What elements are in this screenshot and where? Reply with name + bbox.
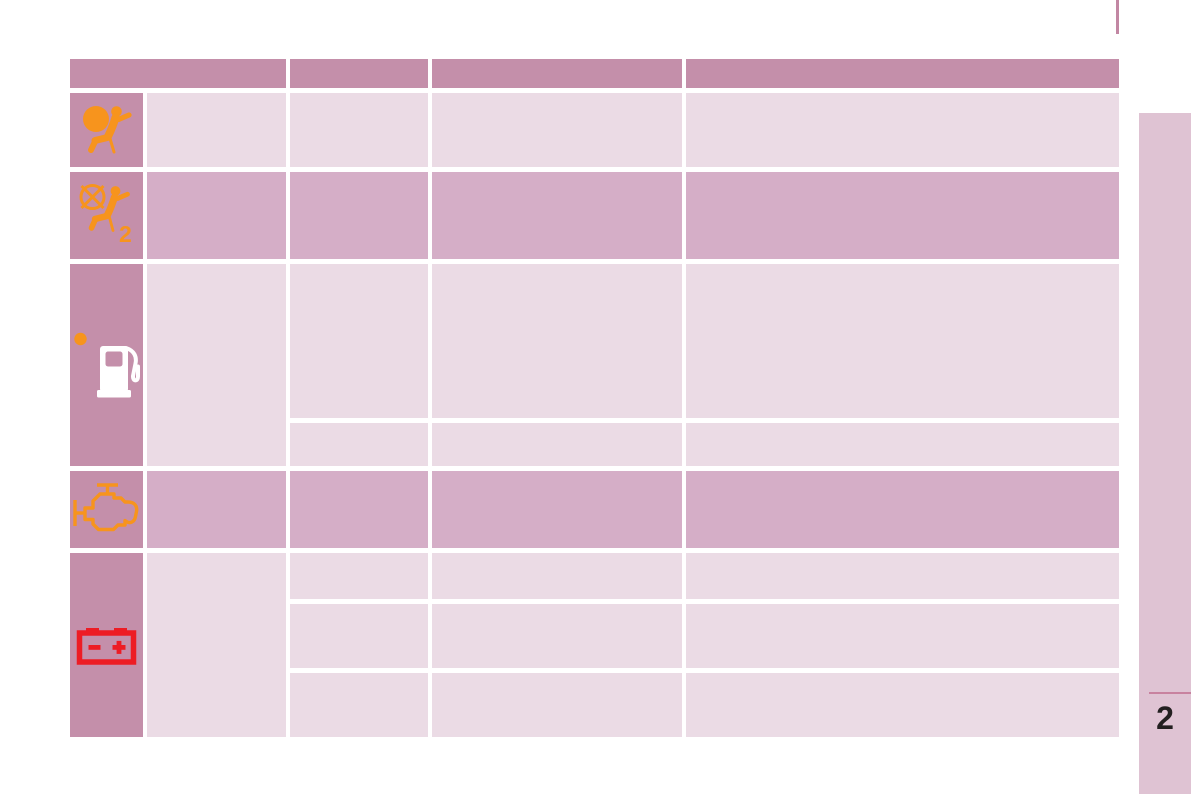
fuel-low-level-warning-icon — [73, 332, 140, 398]
section-tab-rule — [1149, 692, 1191, 694]
table-cell — [432, 553, 682, 599]
table-cell — [432, 93, 682, 167]
table-cell — [686, 93, 1119, 167]
table-cell — [432, 471, 682, 548]
engine-autodiagnostic-warning-icon — [73, 482, 139, 531]
header-cell — [432, 59, 682, 88]
battery-charge-warning-icon — [76, 627, 137, 665]
airbag-warning-icon — [82, 106, 132, 154]
table-cell — [290, 553, 428, 599]
header-cell — [686, 59, 1119, 88]
lamp-cell-battery — [70, 553, 143, 737]
table-cell — [432, 264, 682, 418]
table-cell — [147, 471, 286, 548]
table-cell — [686, 264, 1119, 418]
table-cell — [686, 604, 1119, 668]
table-cell — [432, 423, 682, 466]
table-cell — [432, 673, 682, 737]
table-cell — [290, 471, 428, 548]
warning-lamps-table: 2 — [70, 59, 1119, 738]
table-cell — [686, 423, 1119, 466]
table-cell — [432, 172, 682, 259]
table-cell — [147, 172, 286, 259]
table-cell — [290, 673, 428, 737]
table-cell — [686, 553, 1119, 599]
top-right-rule — [1116, 0, 1119, 34]
table-cell — [432, 604, 682, 668]
section-number: 2 — [1156, 700, 1174, 736]
lamp-cell-fuel — [70, 264, 143, 466]
lamp-cell-engine — [70, 471, 143, 548]
table-cell — [290, 604, 428, 668]
table-cell — [147, 553, 286, 737]
section-tab: 2 — [1139, 113, 1191, 794]
header-cell — [290, 59, 428, 88]
table-cell — [147, 93, 286, 167]
table-cell — [686, 172, 1119, 259]
table-cell — [147, 264, 286, 466]
header-cell — [70, 59, 286, 88]
airbag-2-badge: 2 — [119, 221, 132, 247]
table-cell — [290, 423, 428, 466]
table-cell — [290, 172, 428, 259]
table-cell — [686, 471, 1119, 548]
table-cell — [290, 93, 428, 167]
passenger-airbag-deactivated-icon: 2 — [79, 183, 132, 247]
lamp-cell-airbag-deactivated: 2 — [70, 172, 143, 259]
lamp-cell-airbag — [70, 93, 143, 167]
table-cell — [290, 264, 428, 418]
table-cell — [686, 673, 1119, 737]
